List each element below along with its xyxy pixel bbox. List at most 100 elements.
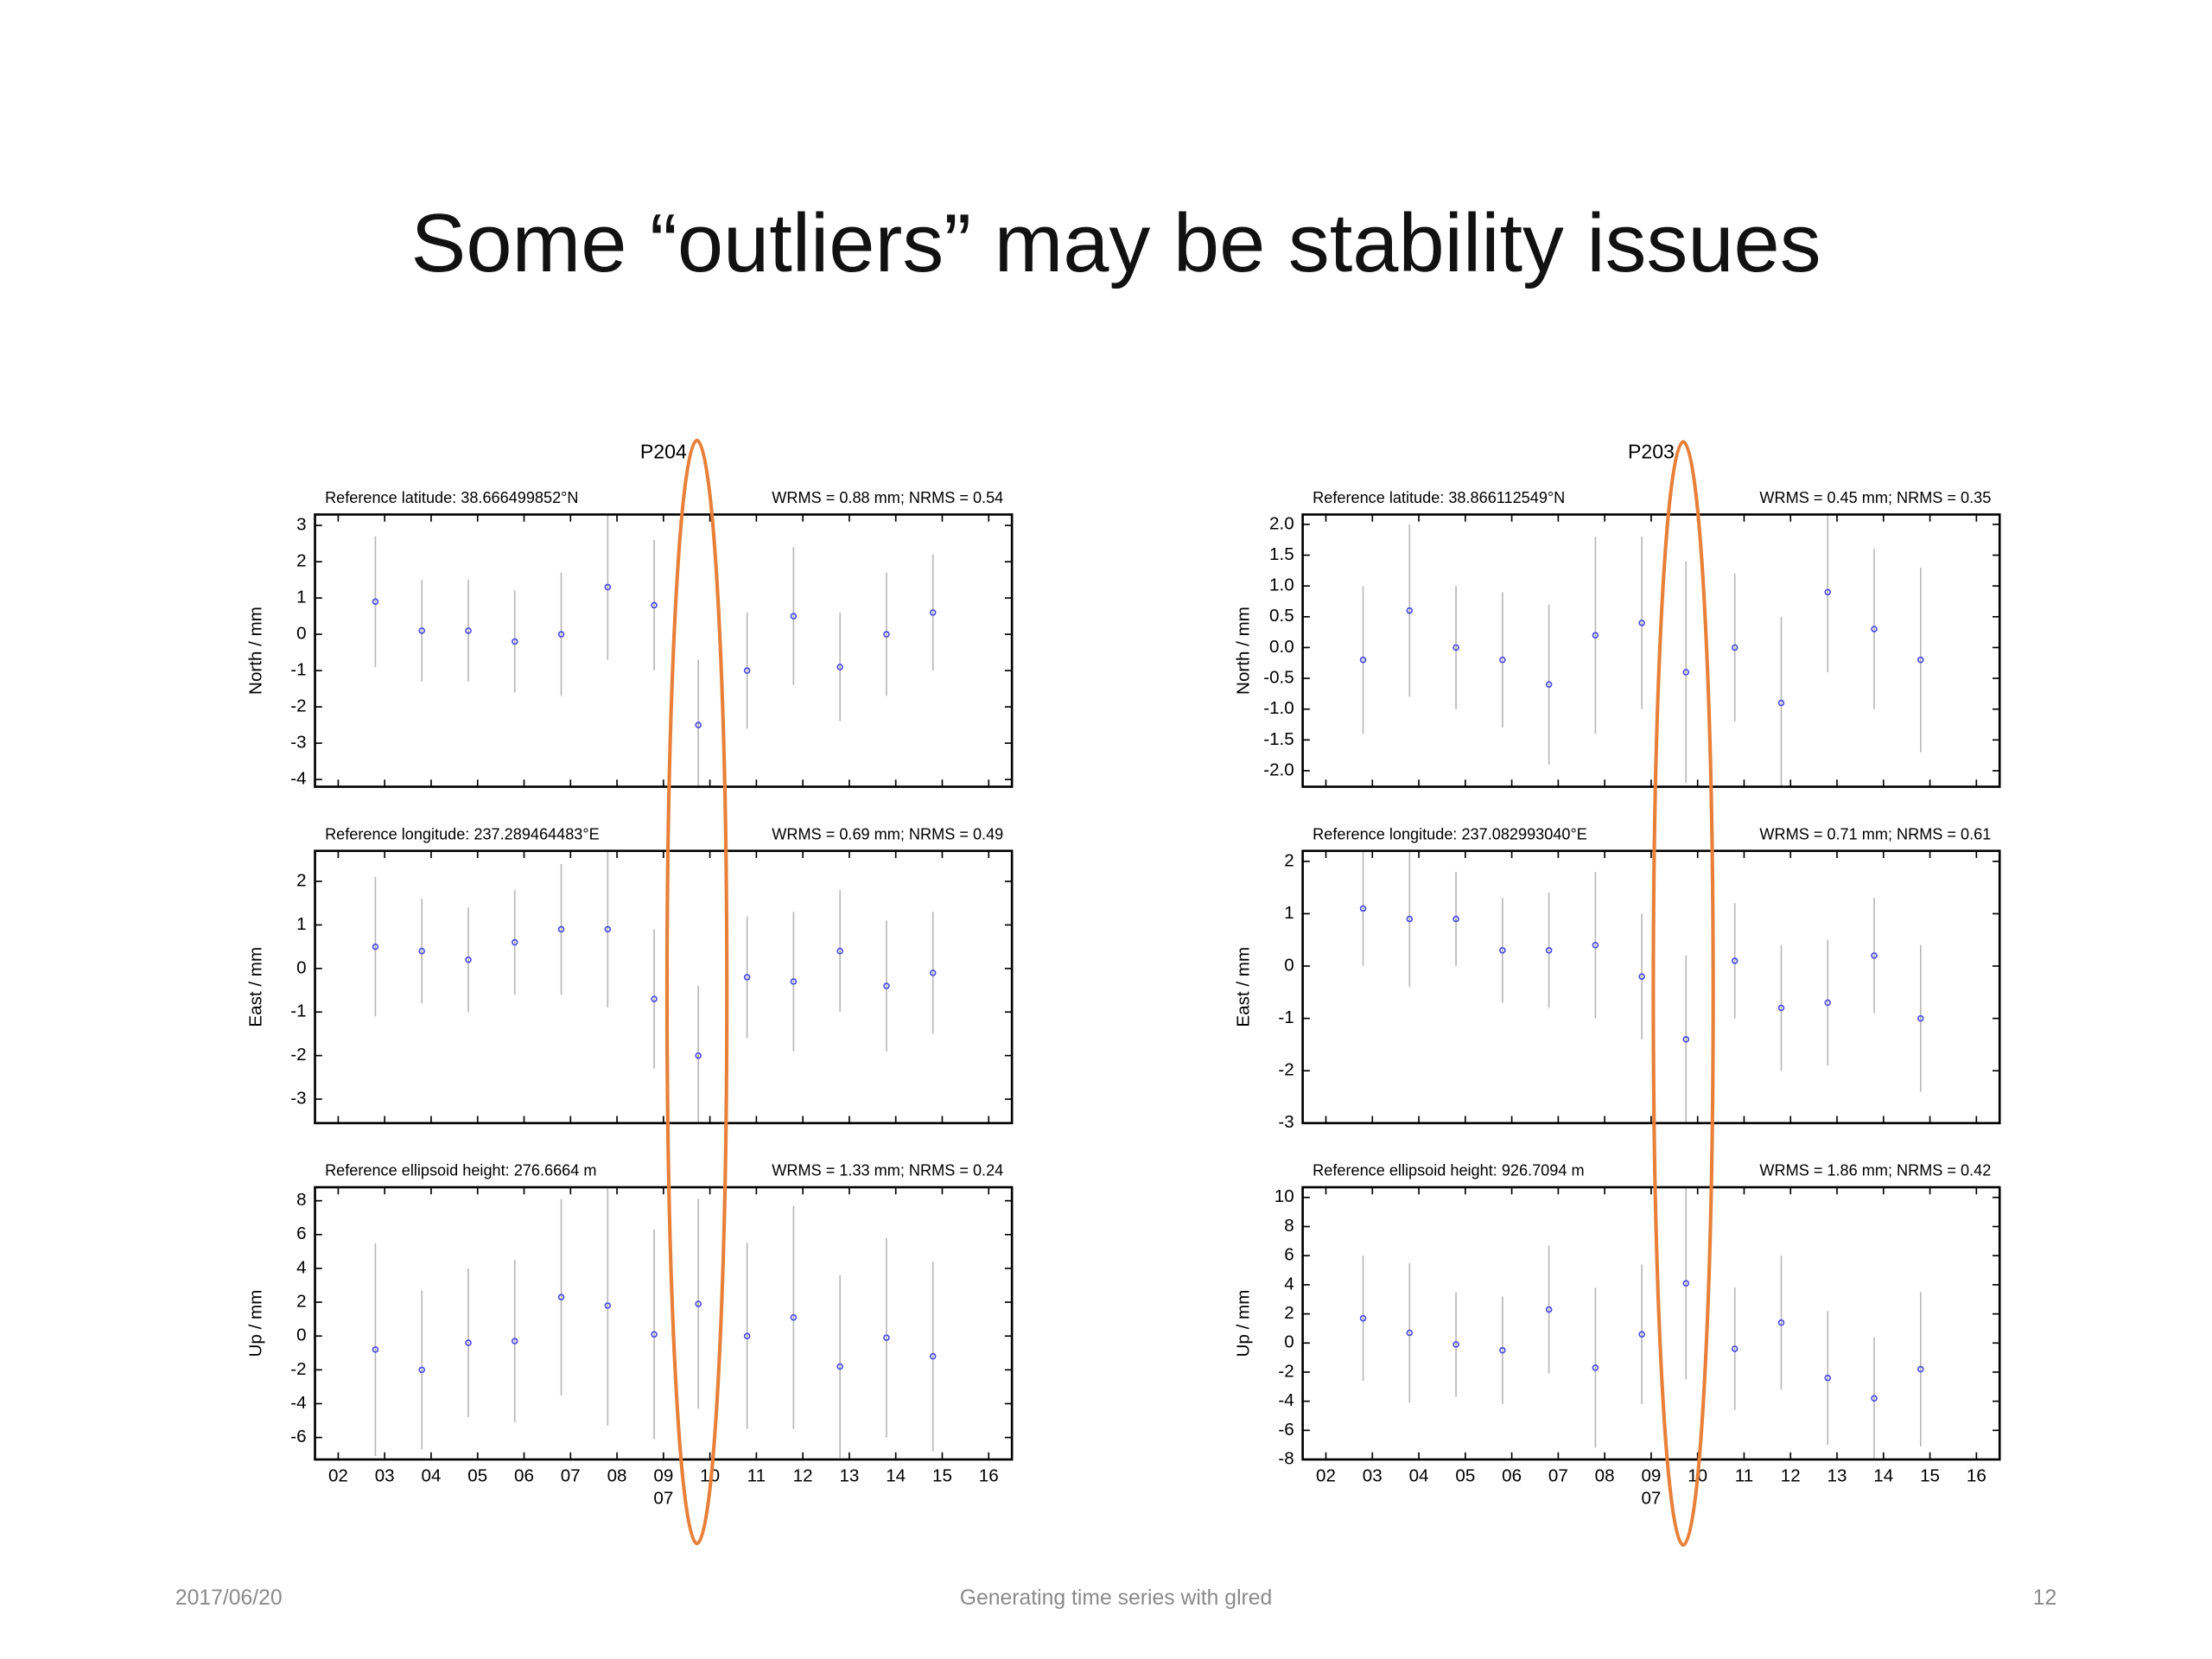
y-tick-label: -3 <box>290 1089 306 1109</box>
y-tick-label: -3 <box>290 733 306 753</box>
data-point <box>557 631 565 638</box>
data-point <box>1499 947 1506 954</box>
y-axis-label: North / mm <box>1233 607 1253 695</box>
station-title: P203 <box>1628 441 1675 463</box>
y-tick-label: -1 <box>1278 1007 1294 1027</box>
data-point <box>1917 1014 1924 1022</box>
data-point <box>1871 626 1878 632</box>
y-tick-label: -2 <box>290 1045 306 1065</box>
y-tick-label: 1 <box>296 914 306 934</box>
data-point <box>604 925 612 933</box>
y-tick-label: -8 <box>1278 1449 1294 1469</box>
data-point <box>836 947 843 955</box>
data-point <box>557 1294 565 1301</box>
y-tick-label: 8 <box>296 1190 306 1210</box>
data-point <box>1406 607 1414 614</box>
y-tick-label: 0.0 <box>1269 637 1294 657</box>
data-point <box>1638 1331 1645 1338</box>
data-point <box>1452 644 1459 652</box>
data-point <box>1682 1036 1690 1043</box>
x-tick-label: 08 <box>1595 1465 1615 1485</box>
x-tick-label: 02 <box>328 1465 348 1485</box>
data-point <box>695 721 702 728</box>
x-tick-label: 06 <box>514 1465 534 1485</box>
reference-label: Reference latitude: 38.866112549°N <box>1313 489 1565 506</box>
x-tick-label: 08 <box>607 1465 627 1485</box>
y-tick-label: 4 <box>296 1257 306 1277</box>
y-axis-label: Up / mm <box>245 1290 265 1357</box>
data-point <box>1917 656 1924 664</box>
data-point <box>604 583 612 591</box>
x-tick-label: 11 <box>1735 1465 1753 1485</box>
data-point <box>1499 656 1506 664</box>
data-point <box>557 925 565 933</box>
x-tick-label: 14 <box>886 1465 906 1485</box>
footer-date: 2017/06/20 <box>175 1586 283 1610</box>
data-point <box>1592 632 1599 639</box>
panel: P203 Reference latitude: 38.866112549°N WR… <box>1233 441 2001 788</box>
reference-label: Reference ellipsoid height: 926.7094 m <box>1313 1162 1584 1179</box>
y-tick-label: 0 <box>296 624 306 644</box>
y-tick-label: -4 <box>290 769 306 789</box>
plot-frame <box>1301 513 2001 788</box>
y-tick-label: 8 <box>1284 1216 1294 1236</box>
x-tick-label: 12 <box>1781 1465 1801 1485</box>
y-tick-label: -1.5 <box>1263 729 1294 749</box>
y-tick-label: 3 <box>296 515 306 535</box>
y-tick-label: -2 <box>290 1359 306 1379</box>
y-tick-label: -4 <box>290 1393 306 1413</box>
reference-label: Reference longitude: 237.082993040°E <box>1313 825 1587 842</box>
charts: P204 Reference latitude: 38.666499852°N WR… <box>245 441 2001 1509</box>
data-point <box>695 1300 702 1307</box>
plot-frame <box>314 849 1014 1125</box>
data-point <box>1545 681 1553 688</box>
x-tick-label: 03 <box>1363 1465 1382 1485</box>
x-tick-label: 15 <box>932 1465 952 1485</box>
footer-title: Generating time series with glred <box>960 1586 1273 1610</box>
data-point <box>1917 1365 1924 1373</box>
x-tick-label: 09 <box>653 1465 673 1485</box>
data <box>372 514 937 787</box>
data-point <box>1452 915 1459 923</box>
y-tick-label: -1 <box>290 1001 306 1021</box>
data-point <box>1359 656 1367 664</box>
y-tick-label: -2.0 <box>1263 760 1294 779</box>
data-point <box>1682 669 1690 676</box>
data <box>1359 1187 1924 1460</box>
y-tick-label: 2 <box>296 551 306 571</box>
data-point <box>1824 1374 1832 1382</box>
y-tick-label: 10 <box>1274 1186 1294 1206</box>
plot-frame <box>1301 1185 2001 1461</box>
y-tick-label: -2 <box>290 696 306 716</box>
data-point <box>743 974 751 981</box>
data-point <box>651 995 658 1002</box>
month-label: 07 <box>653 1489 673 1509</box>
data-point <box>790 978 798 985</box>
data-point <box>372 943 379 950</box>
rms-label: WRMS = 0.45 mm; NRMS = 0.35 <box>1759 489 1991 506</box>
x-tick-label: 13 <box>1827 1465 1847 1485</box>
rms-label: WRMS = 0.71 mm; NRMS = 0.61 <box>1759 825 1991 842</box>
data-point <box>1499 1346 1506 1354</box>
page-number: 12 <box>2033 1586 2057 1610</box>
y-tick-label: 6 <box>1284 1245 1294 1265</box>
plot-frame <box>314 513 1014 788</box>
panel: Reference longitude: 237.289464483°E WRMS… <box>245 825 1014 1125</box>
x-tick-label: 06 <box>1502 1465 1522 1485</box>
y-tick-label: 0 <box>1284 955 1294 975</box>
data-point <box>1777 1319 1785 1326</box>
data-point <box>372 1346 379 1353</box>
panel: Reference longitude: 237.082993040°E WRMS… <box>1233 825 2001 1132</box>
data-point <box>604 1302 612 1309</box>
x-tick-label: 16 <box>979 1465 999 1485</box>
x-tick-label: 02 <box>1316 1465 1336 1485</box>
data <box>1359 850 1924 1123</box>
data-point <box>1777 699 1785 707</box>
y-tick-label: 6 <box>296 1224 306 1243</box>
slide-title: Some “outliers” may be stability issues <box>411 197 1821 289</box>
data-point <box>651 1331 658 1338</box>
data-point <box>883 982 890 989</box>
data-point <box>511 1338 518 1344</box>
data-point <box>1731 1345 1738 1352</box>
